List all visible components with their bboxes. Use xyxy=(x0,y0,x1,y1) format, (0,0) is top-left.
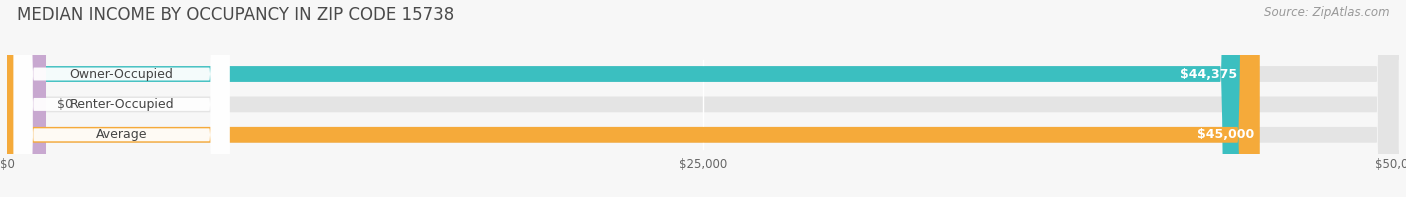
Text: Renter-Occupied: Renter-Occupied xyxy=(69,98,174,111)
FancyBboxPatch shape xyxy=(7,0,1399,197)
FancyBboxPatch shape xyxy=(14,0,229,197)
FancyBboxPatch shape xyxy=(7,0,1260,197)
Text: MEDIAN INCOME BY OCCUPANCY IN ZIP CODE 15738: MEDIAN INCOME BY OCCUPANCY IN ZIP CODE 1… xyxy=(17,6,454,24)
FancyBboxPatch shape xyxy=(7,0,46,197)
Text: $44,375: $44,375 xyxy=(1180,68,1237,81)
Text: Source: ZipAtlas.com: Source: ZipAtlas.com xyxy=(1264,6,1389,19)
Text: $0: $0 xyxy=(58,98,73,111)
FancyBboxPatch shape xyxy=(14,0,229,197)
Text: $45,000: $45,000 xyxy=(1197,128,1254,141)
Text: Owner-Occupied: Owner-Occupied xyxy=(70,68,173,81)
FancyBboxPatch shape xyxy=(7,0,1243,197)
Text: Average: Average xyxy=(96,128,148,141)
FancyBboxPatch shape xyxy=(14,0,229,197)
FancyBboxPatch shape xyxy=(7,0,1399,197)
FancyBboxPatch shape xyxy=(7,0,1399,197)
